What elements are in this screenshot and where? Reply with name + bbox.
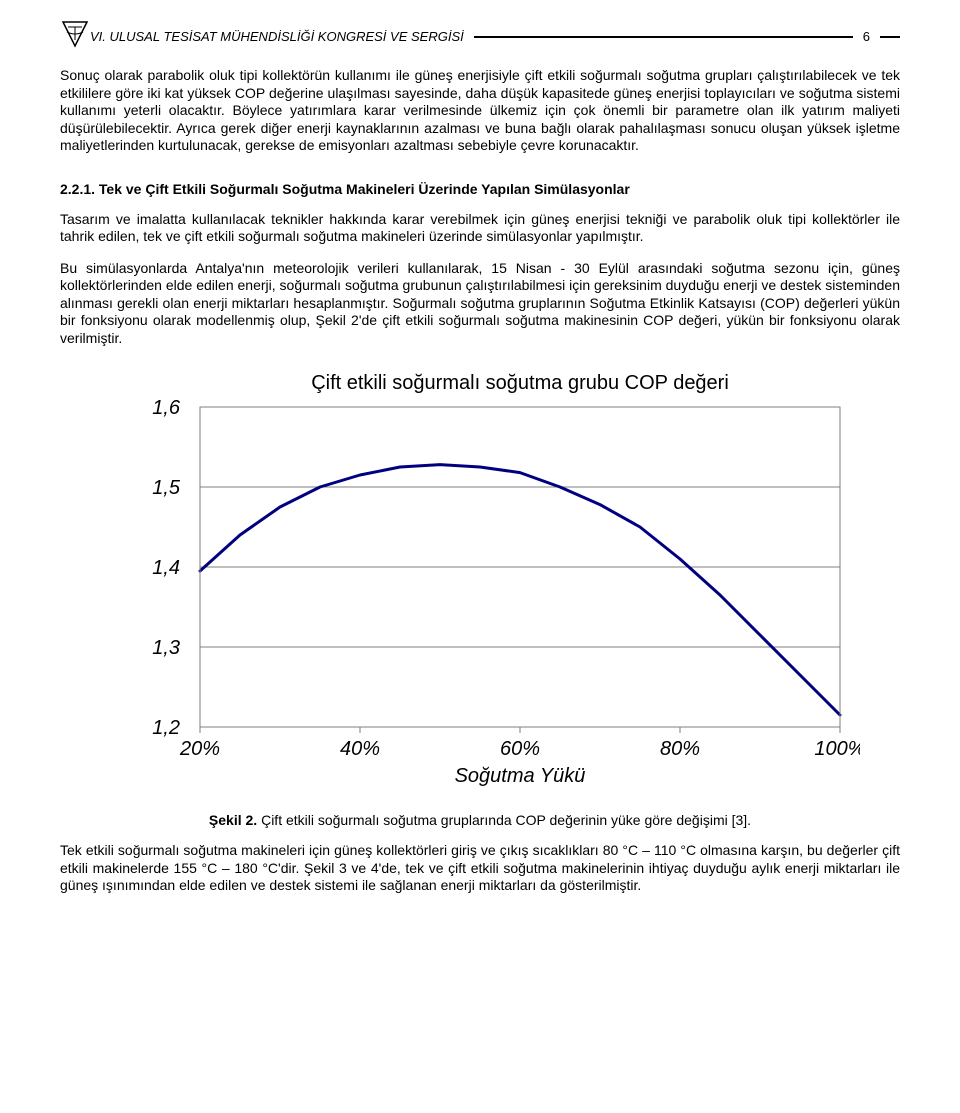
page-number: 6 (863, 29, 870, 44)
svg-text:1,4: 1,4 (152, 557, 180, 579)
paragraph-3: Bu simülasyonlarda Antalya'nın meteorolo… (60, 260, 900, 348)
page-header: VI. ULUSAL TESİSAT MÜHENDİSLİĞİ KONGRESİ… (60, 20, 900, 53)
svg-text:100%: 100% (814, 738, 860, 760)
svg-text:Soğutma Yükü: Soğutma Yükü (455, 765, 586, 787)
cop-chart: Çift etkili soğurmalı soğutma grubu COP … (100, 367, 860, 802)
svg-text:1,3: 1,3 (152, 637, 180, 659)
svg-text:40%: 40% (340, 738, 380, 760)
figure-caption-text: Çift etkili soğurmalı soğutma gruplarınd… (257, 812, 751, 828)
svg-text:60%: 60% (500, 738, 540, 760)
svg-text:1,2: 1,2 (152, 717, 180, 739)
svg-text:1,5: 1,5 (152, 477, 181, 499)
header-rule (474, 36, 853, 38)
section-heading: 2.2.1. Tek ve Çift Etkili Soğurmalı Soğu… (60, 181, 900, 197)
cop-chart-svg: Çift etkili soğurmalı soğutma grubu COP … (100, 367, 860, 797)
page: VI. ULUSAL TESİSAT MÜHENDİSLİĞİ KONGRESİ… (0, 0, 960, 1113)
header-rule-right (880, 36, 900, 38)
figure-caption: Şekil 2. Çift etkili soğurmalı soğutma g… (60, 812, 900, 828)
paragraph-1: Sonuç olarak parabolik oluk tipi kollekt… (60, 67, 900, 155)
figure-label: Şekil 2. (209, 812, 257, 828)
svg-text:20%: 20% (179, 738, 220, 760)
svg-text:Çift etkili soğurmalı soğutma: Çift etkili soğurmalı soğutma grubu COP … (311, 372, 729, 394)
paragraph-2: Tasarım ve imalatta kullanılacak teknikl… (60, 211, 900, 246)
svg-text:80%: 80% (660, 738, 700, 760)
header-logo-icon (60, 20, 90, 53)
header-title: VI. ULUSAL TESİSAT MÜHENDİSLİĞİ KONGRESİ… (90, 29, 464, 44)
svg-text:1,6: 1,6 (152, 397, 181, 419)
paragraph-4: Tek etkili soğurmalı soğutma makineleri … (60, 842, 900, 895)
